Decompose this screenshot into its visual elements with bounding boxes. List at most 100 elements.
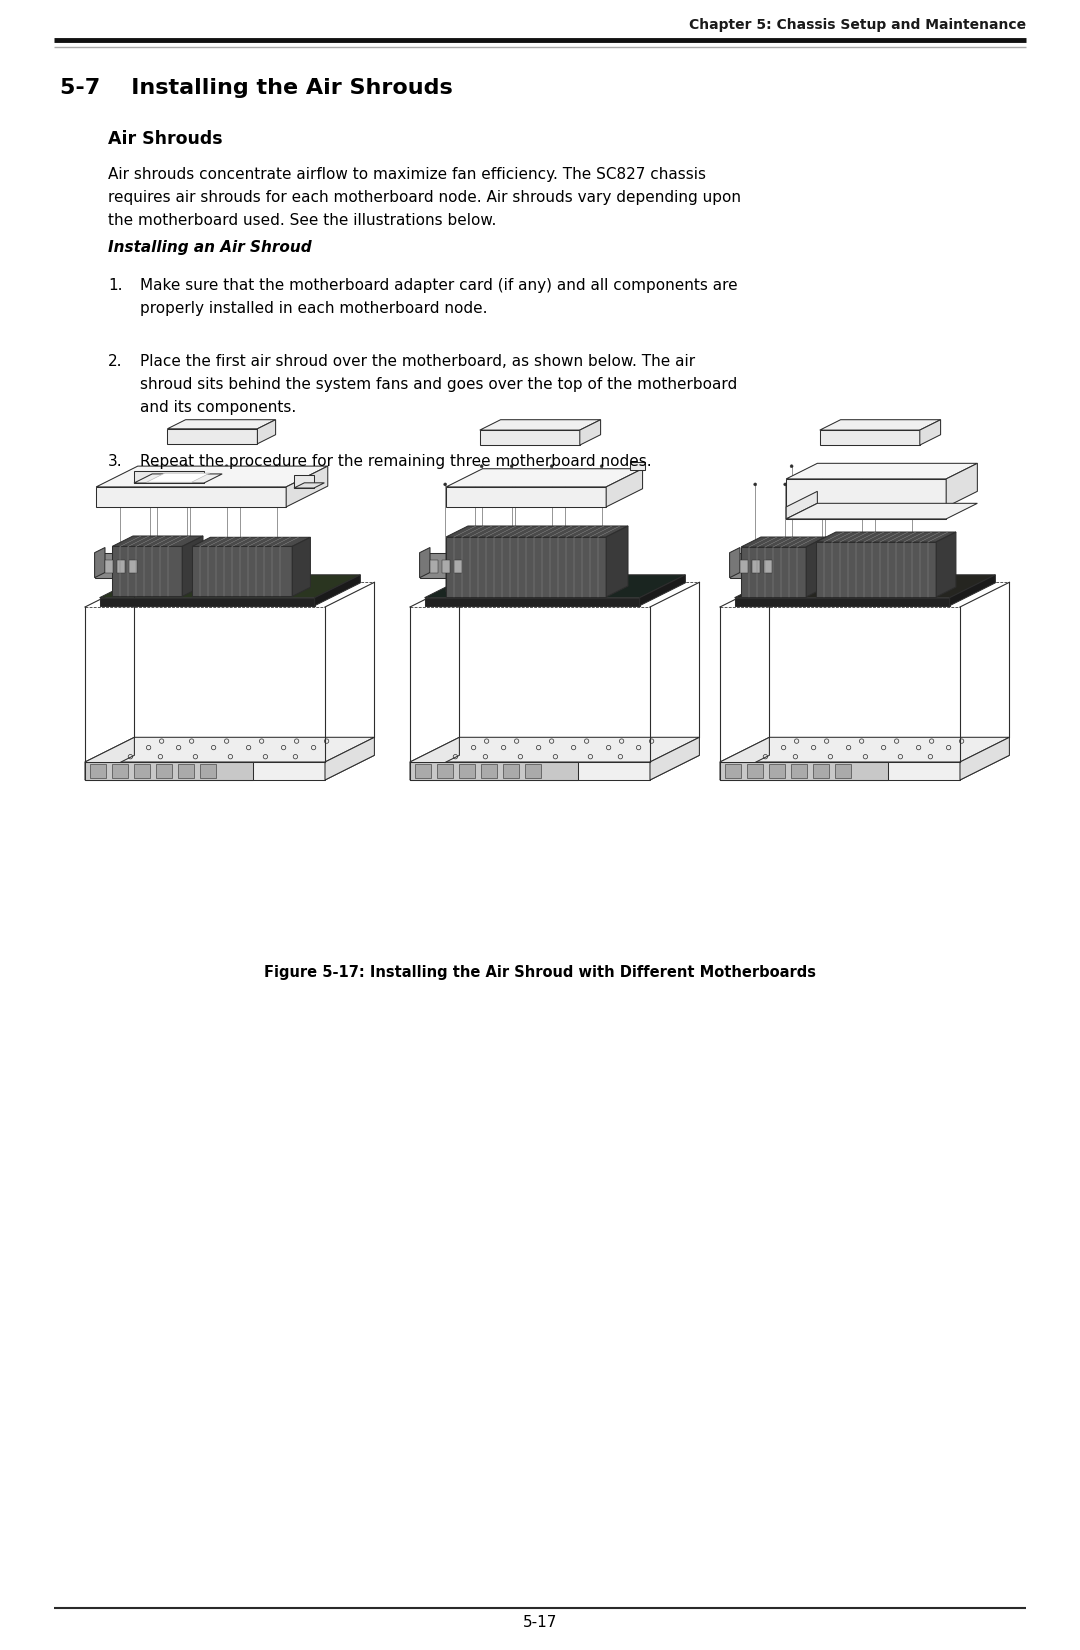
Polygon shape <box>946 464 977 507</box>
Polygon shape <box>183 536 203 596</box>
Polygon shape <box>769 764 785 779</box>
Polygon shape <box>112 764 127 779</box>
Polygon shape <box>446 536 606 597</box>
Text: requires air shrouds for each motherboard node. Air shrouds vary depending upon: requires air shrouds for each motherboar… <box>108 190 741 205</box>
Polygon shape <box>813 764 829 779</box>
Polygon shape <box>949 574 996 606</box>
Polygon shape <box>90 764 106 779</box>
Polygon shape <box>480 419 600 431</box>
Circle shape <box>824 483 826 485</box>
Polygon shape <box>99 597 314 606</box>
Polygon shape <box>410 762 650 780</box>
Polygon shape <box>156 764 172 779</box>
Polygon shape <box>257 419 275 444</box>
Polygon shape <box>764 559 771 573</box>
Circle shape <box>444 483 447 485</box>
Polygon shape <box>200 764 216 779</box>
Circle shape <box>189 483 192 485</box>
Text: Figure 5-17: Installing the Air Shroud with Different Motherboards: Figure 5-17: Installing the Air Shroud w… <box>264 965 816 980</box>
Polygon shape <box>786 478 946 507</box>
Polygon shape <box>410 738 459 780</box>
Polygon shape <box>459 764 475 779</box>
Text: Place the first air shroud over the motherboard, as shown below. The air: Place the first air shroud over the moth… <box>140 355 696 370</box>
Circle shape <box>514 483 516 485</box>
Polygon shape <box>741 536 826 546</box>
Polygon shape <box>112 536 203 546</box>
Circle shape <box>149 483 151 485</box>
Circle shape <box>474 483 476 485</box>
Polygon shape <box>740 559 747 573</box>
Polygon shape <box>725 764 741 779</box>
Text: shroud sits behind the system fans and goes over the top of the motherboard: shroud sits behind the system fans and g… <box>140 376 738 393</box>
Circle shape <box>564 483 567 485</box>
Polygon shape <box>786 503 977 518</box>
Circle shape <box>185 465 188 467</box>
Polygon shape <box>85 738 134 780</box>
Polygon shape <box>178 764 194 779</box>
Polygon shape <box>786 492 818 518</box>
Polygon shape <box>420 553 474 577</box>
Polygon shape <box>650 738 700 780</box>
Polygon shape <box>325 738 375 780</box>
Circle shape <box>550 465 553 467</box>
Polygon shape <box>816 531 956 541</box>
Circle shape <box>481 465 483 467</box>
Text: properly installed in each motherboard node.: properly installed in each motherboard n… <box>140 300 487 317</box>
Polygon shape <box>294 475 314 488</box>
Circle shape <box>784 483 786 485</box>
Circle shape <box>119 483 122 485</box>
Polygon shape <box>314 574 361 606</box>
Text: 5-7    Installing the Air Shrouds: 5-7 Installing the Air Shrouds <box>60 78 453 97</box>
Text: Air shrouds concentrate airflow to maximize fan efficiency. The SC827 chassis: Air shrouds concentrate airflow to maxim… <box>108 167 706 182</box>
Polygon shape <box>720 738 1010 762</box>
Polygon shape <box>806 536 826 597</box>
Polygon shape <box>752 559 759 573</box>
Text: the motherboard used. See the illustrations below.: the motherboard used. See the illustrati… <box>108 213 497 228</box>
Polygon shape <box>734 597 949 606</box>
Text: 1.: 1. <box>108 277 122 294</box>
Polygon shape <box>741 546 806 597</box>
Polygon shape <box>410 738 700 762</box>
Polygon shape <box>129 559 136 573</box>
Text: 3.: 3. <box>108 454 123 469</box>
Polygon shape <box>720 762 960 780</box>
Polygon shape <box>85 756 375 780</box>
Polygon shape <box>134 474 222 483</box>
Polygon shape <box>294 483 324 488</box>
Polygon shape <box>446 487 606 507</box>
Circle shape <box>754 483 757 485</box>
Polygon shape <box>606 526 627 597</box>
Polygon shape <box>192 538 310 546</box>
Polygon shape <box>420 548 430 578</box>
Polygon shape <box>442 559 449 573</box>
Text: 2.: 2. <box>108 355 122 370</box>
Polygon shape <box>480 431 580 446</box>
Polygon shape <box>730 548 740 578</box>
Polygon shape <box>503 764 519 779</box>
Polygon shape <box>410 762 578 780</box>
Text: Repeat the procedure for the remaining three motherboard nodes.: Repeat the procedure for the remaining t… <box>140 454 651 469</box>
Circle shape <box>874 483 877 485</box>
Circle shape <box>510 465 513 467</box>
Polygon shape <box>96 465 327 487</box>
Circle shape <box>275 465 279 467</box>
Polygon shape <box>134 470 204 483</box>
Polygon shape <box>95 553 150 577</box>
Text: and its components.: and its components. <box>140 399 296 416</box>
Polygon shape <box>835 764 851 779</box>
Polygon shape <box>134 764 150 779</box>
Text: Make sure that the motherboard adapter card (if any) and all components are: Make sure that the motherboard adapter c… <box>140 277 738 294</box>
Polygon shape <box>630 462 645 470</box>
Polygon shape <box>85 762 325 780</box>
Text: Installing an Air Shroud: Installing an Air Shroud <box>108 239 312 256</box>
Polygon shape <box>85 762 253 780</box>
Polygon shape <box>167 429 257 444</box>
Polygon shape <box>816 541 936 597</box>
Text: 5-17: 5-17 <box>523 1615 557 1630</box>
Circle shape <box>860 465 863 467</box>
Polygon shape <box>920 419 941 446</box>
Polygon shape <box>454 559 461 573</box>
Polygon shape <box>446 526 627 536</box>
Polygon shape <box>720 762 888 780</box>
Polygon shape <box>747 764 762 779</box>
